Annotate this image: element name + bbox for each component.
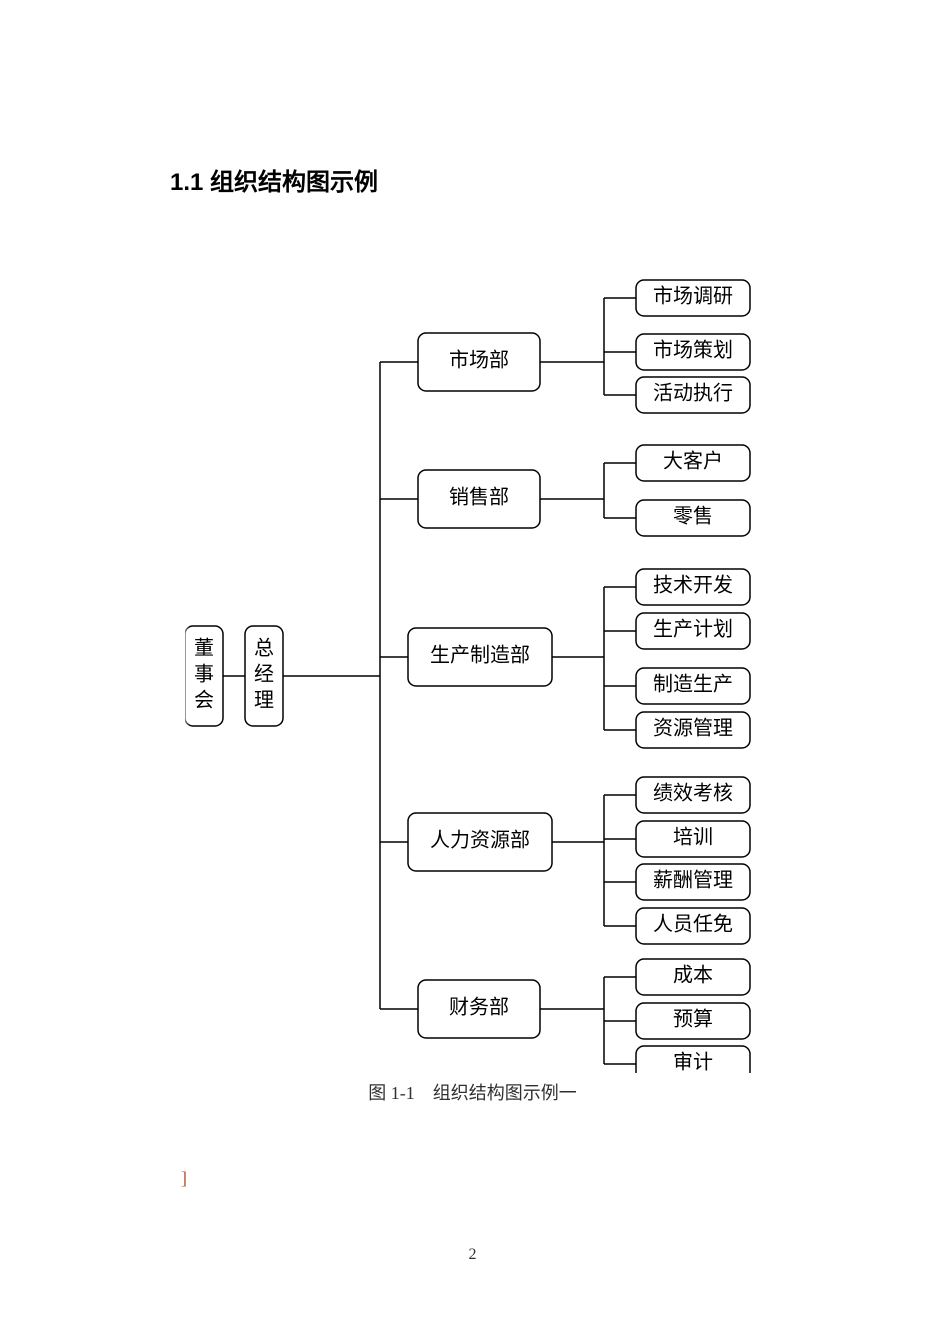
page-number: 2 xyxy=(0,1246,945,1264)
svg-text:零售: 零售 xyxy=(673,505,713,528)
figure-caption: 图 1-1 组织结构图示例一 xyxy=(0,1079,945,1105)
stray-bracket: ] xyxy=(181,1168,187,1189)
svg-text:生产制造部: 生产制造部 xyxy=(430,644,530,667)
svg-text:资源管理: 资源管理 xyxy=(653,717,733,740)
svg-text:薪酬管理: 薪酬管理 xyxy=(653,869,733,892)
svg-text:绩效考核: 绩效考核 xyxy=(653,782,733,805)
svg-text:市场部: 市场部 xyxy=(449,349,509,372)
svg-text:人力资源部: 人力资源部 xyxy=(430,829,530,852)
svg-text:总: 总 xyxy=(254,637,274,660)
svg-text:预算: 预算 xyxy=(673,1008,713,1031)
svg-text:审计: 审计 xyxy=(673,1051,713,1073)
svg-text:事: 事 xyxy=(194,663,214,686)
svg-text:技术开发: 技术开发 xyxy=(653,574,733,597)
svg-text:生产计划: 生产计划 xyxy=(653,618,733,641)
svg-text:培训: 培训 xyxy=(673,826,713,849)
org-chart: 董事会 总经理 市场部销售部生产制造部人力资源部财务部 市场调研市场策划活动执行大客户… xyxy=(185,273,760,1073)
svg-text:市场策划: 市场策划 xyxy=(653,339,733,362)
svg-text:活动执行: 活动执行 xyxy=(653,382,733,405)
svg-text:财务部: 财务部 xyxy=(449,996,509,1019)
svg-text:大客户: 大客户 xyxy=(663,450,723,473)
svg-text:销售部: 销售部 xyxy=(449,486,509,509)
svg-text:制造生产: 制造生产 xyxy=(653,673,733,696)
svg-text:理: 理 xyxy=(254,690,274,712)
org-chart-svg: 董事会 总经理 市场部销售部生产制造部人力资源部财务部 市场调研市场策划活动执行大客户… xyxy=(185,273,760,1073)
page: 1.1 组织结构图示例 董事会 总经理 市场部销售部生产制造部人力资源部财务部 市场调… xyxy=(0,0,945,1335)
svg-text:人员任免: 人员任免 xyxy=(653,913,733,936)
svg-text:市场调研: 市场调研 xyxy=(653,285,733,308)
section-heading: 1.1 组织结构图示例 xyxy=(170,162,378,197)
svg-text:会: 会 xyxy=(194,689,214,712)
svg-text:经: 经 xyxy=(254,663,274,686)
svg-text:董: 董 xyxy=(194,637,214,660)
svg-text:成本: 成本 xyxy=(673,964,713,987)
